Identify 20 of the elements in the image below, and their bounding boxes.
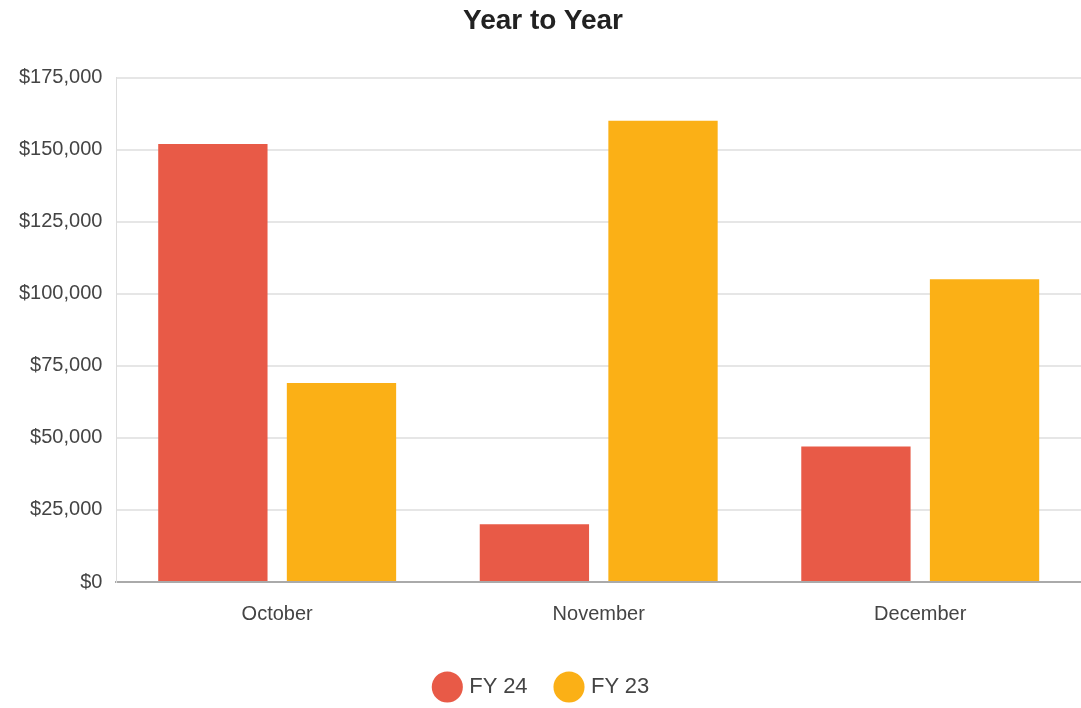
bar <box>929 279 1040 581</box>
y-tick-label: $0 <box>80 569 103 592</box>
bar <box>286 383 397 581</box>
x-tick-label: November <box>552 601 646 624</box>
y-tick-label: $50,000 <box>30 425 103 448</box>
y-tick-label: $75,000 <box>30 353 103 376</box>
bar <box>479 524 590 581</box>
chart-title: Year to Year <box>463 3 624 35</box>
y-tick-label: $100,000 <box>19 281 103 304</box>
y-tick-label: $175,000 <box>19 65 103 88</box>
bar <box>158 143 268 581</box>
bar <box>608 120 718 581</box>
x-tick-label: October <box>241 601 314 624</box>
legend-label: FY 24 <box>469 673 528 699</box>
bar <box>801 446 911 581</box>
y-tick-label: $150,000 <box>19 137 103 160</box>
y-tick-label: $25,000 <box>30 497 103 520</box>
y-tick-label: $125,000 <box>19 209 103 232</box>
x-tick-label: December <box>874 601 967 624</box>
legend-label: FY 23 <box>591 673 650 699</box>
